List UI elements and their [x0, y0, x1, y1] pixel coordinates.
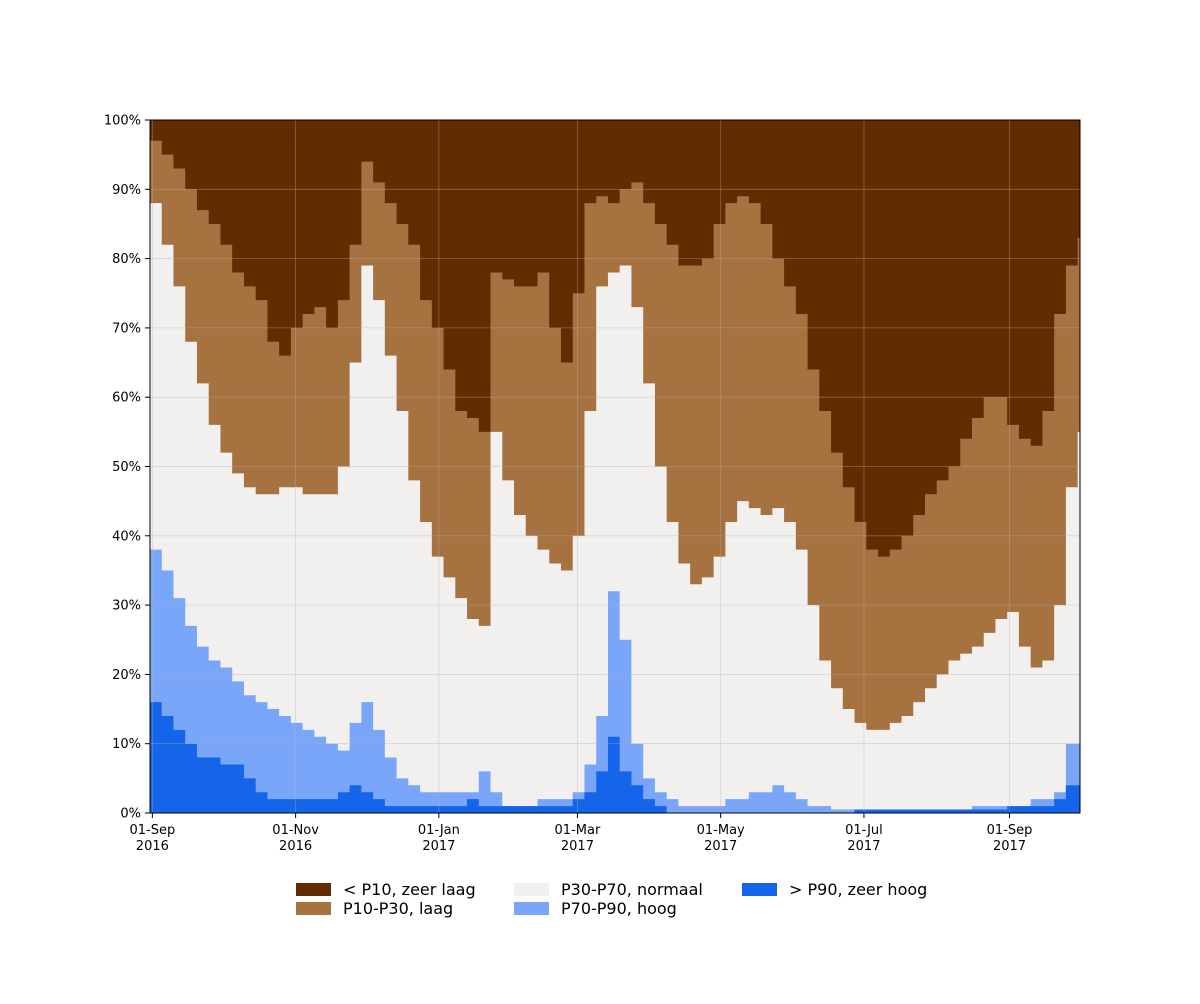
- x-tick-label-year: 2017: [561, 839, 594, 854]
- grid-lines: [150, 119, 1080, 814]
- legend-swatch: [514, 902, 549, 915]
- y-tick-label: 90%: [112, 183, 141, 198]
- x-tick-label: 01-Mar: [555, 823, 601, 838]
- x-tick-label: 01-Nov: [272, 823, 319, 838]
- area-p30-p70-normaal: [150, 203, 1080, 813]
- x-tick-label: 01-Sep: [987, 823, 1033, 838]
- legend-item: > P90, zeer hoog: [742, 880, 927, 899]
- legend-label: > P90, zeer hoog: [789, 880, 927, 899]
- x-tick-label-year: 2017: [993, 839, 1026, 854]
- plot-border: [149, 119, 1081, 814]
- x-tick-label-year: 2016: [136, 839, 169, 854]
- y-tick-label: 10%: [112, 737, 141, 752]
- y-tick-label: 20%: [112, 668, 141, 683]
- area-p90-zeer-hoog: [150, 702, 1080, 813]
- legend-swatch: [296, 883, 331, 896]
- legend-swatch: [742, 883, 777, 896]
- x-tick-label: 01-Jan: [418, 823, 460, 838]
- y-tick-label: 60%: [112, 391, 141, 406]
- x-axis: 01-Sep201601-Nov201601-Jan201701-Mar2017…: [129, 813, 1032, 854]
- y-tick-label: 40%: [112, 529, 141, 544]
- legend-item: P10-P30, laag: [296, 899, 453, 918]
- x-tick-label: 01-May: [697, 823, 745, 838]
- legend-item: P70-P90, hoog: [514, 899, 677, 918]
- x-tick-label-year: 2017: [847, 839, 880, 854]
- area-p70-p90-hoog: [150, 549, 1080, 813]
- y-tick-label: 100%: [104, 114, 141, 129]
- y-tick-label: 50%: [112, 460, 141, 475]
- legend-item: < P10, zeer laag: [296, 880, 476, 899]
- x-tick-label: 01-Sep: [129, 823, 175, 838]
- y-axis: 0% 10% 20% 30% 40% 50% 60% 70% 80% 90% 100%: [104, 114, 150, 822]
- legend-label: < P10, zeer laag: [343, 880, 476, 899]
- y-tick-label: 30%: [112, 599, 141, 614]
- x-tick-label-year: 2017: [422, 839, 455, 854]
- y-tick-label: 70%: [112, 321, 141, 336]
- y-tick-label: 80%: [112, 252, 141, 267]
- legend-label: P70-P90, hoog: [561, 899, 677, 918]
- x-tick-label: 01-Jul: [845, 823, 883, 838]
- stacked-areas: [150, 140, 1080, 814]
- x-tick-label-year: 2017: [704, 839, 737, 854]
- legend-label: P30-P70, normaal: [561, 880, 703, 899]
- legend-item: P30-P70, normaal: [514, 880, 703, 899]
- y-tick-label: 0%: [120, 807, 141, 822]
- legend-swatch: [514, 883, 549, 896]
- x-tick-label-year: 2016: [279, 839, 312, 854]
- legend-swatch: [296, 902, 331, 915]
- legend-label: P10-P30, laag: [343, 899, 453, 918]
- plot-frame: [149, 119, 1081, 814]
